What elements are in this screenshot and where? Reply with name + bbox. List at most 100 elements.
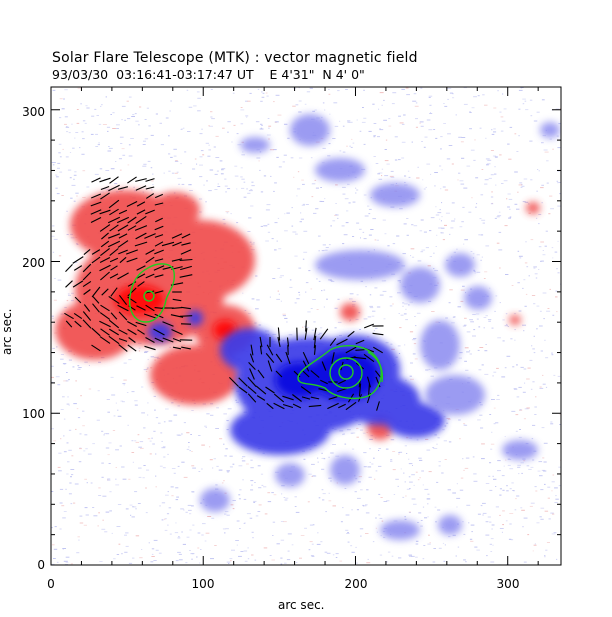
field-vector [127,287,137,297]
field-vector [145,186,155,190]
field-vector [153,328,165,336]
field-vector [136,273,146,279]
field-vector [82,311,92,321]
field-vector [135,178,147,182]
field-vector [366,376,372,388]
negative-plage [200,114,560,540]
field-vector [181,242,191,246]
field-vector [292,403,302,409]
field-vector [100,240,110,248]
field-vector [90,209,102,215]
field-vector [136,305,146,311]
field-vector [248,362,256,370]
field-vector [74,320,82,328]
field-vector [101,232,109,240]
field-vector [162,337,174,343]
field-vector [109,328,119,336]
field-vector [250,344,254,356]
field-vector [110,312,118,320]
field-vector [91,256,101,264]
field-vector [363,353,375,363]
field-vector [238,377,248,387]
field-vector [137,281,145,287]
field-vector [108,184,120,192]
field-vector [154,202,164,206]
field-vector [374,370,382,378]
field-vector [91,286,101,298]
field-vector [108,295,120,305]
field-vector [154,234,164,238]
field-vector [154,274,164,278]
field-vector [331,352,335,364]
field-vector [126,257,138,263]
field-vector [154,258,164,262]
field-vector [305,320,307,332]
field-vector [302,360,310,372]
field-vector [336,338,348,346]
field-vector [145,290,155,294]
field-vector [275,370,283,378]
field-vector [91,177,101,183]
field-vector [375,376,381,388]
magnetogram-image [51,87,561,565]
x-tick-label: 200 [345,577,368,591]
field-vector [345,401,357,411]
field-vector [145,256,155,264]
field-vector [72,280,84,288]
field-vector [126,249,138,255]
field-vector [128,337,136,343]
field-vector [108,335,120,345]
field-vector [109,257,119,263]
field-vector [118,233,128,239]
field-vector [265,353,275,363]
x-axis-label: arc sec. [278,598,325,612]
intensity-contours [128,263,384,400]
field-vector [181,346,191,350]
field-vector [345,346,357,354]
field-vector [154,290,164,294]
y-axis-label: arc sec. [0,308,14,355]
field-vector [304,328,308,340]
field-vector [117,224,129,232]
field-vector [109,273,119,279]
field-vector [170,314,184,318]
field-vector [247,377,257,387]
field-vector [65,320,73,328]
field-vector [282,395,294,401]
field-vector [277,327,281,341]
field-vector [92,296,100,304]
field-vector [134,241,148,247]
field-vector [266,344,274,356]
field-vector [107,216,121,224]
field-vector [172,337,182,343]
field-vector [99,312,111,320]
field-vector [301,396,311,400]
field-vector [266,402,274,410]
field-vector [127,321,137,327]
field-vector [118,249,128,255]
field-vector [127,344,137,352]
field-vector [172,298,182,302]
field-vector [358,383,362,397]
field-vector [328,396,338,400]
field-vector [118,344,128,352]
field-vector [137,329,145,335]
field-vector [91,327,101,337]
field-vector [83,304,91,312]
field-vector [110,287,118,297]
field-vector [118,311,128,321]
field-vector [118,209,128,215]
field-vector [145,178,155,182]
x-tick-label: 300 [497,577,520,591]
field-vector [82,271,92,281]
field-vector [355,349,365,351]
field-vector [376,401,380,411]
field-vector [320,379,328,385]
field-vector [110,265,118,271]
field-vector [145,337,155,343]
field-vector [154,337,164,343]
field-vector [146,193,154,199]
field-vector [172,241,182,247]
field-vector [100,185,110,191]
field-vector [310,370,320,378]
